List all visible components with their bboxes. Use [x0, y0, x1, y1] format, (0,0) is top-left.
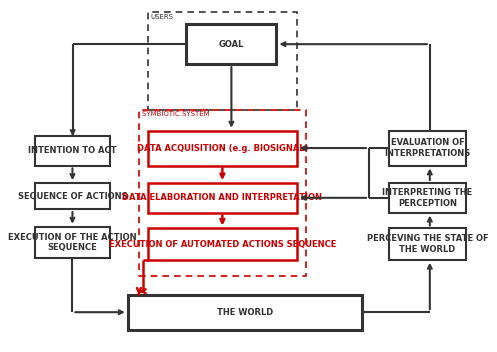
FancyBboxPatch shape — [186, 24, 276, 64]
Text: SEQUENCE OF ACTIONS: SEQUENCE OF ACTIONS — [17, 191, 127, 201]
Text: PERCEVING THE STATE OF
THE WORLD: PERCEVING THE STATE OF THE WORLD — [367, 234, 489, 254]
FancyBboxPatch shape — [148, 228, 297, 260]
Text: GOAL: GOAL — [219, 40, 244, 49]
Text: DATA ACQUISITION (e.g. BIOSIGNAL): DATA ACQUISITION (e.g. BIOSIGNAL) — [137, 144, 308, 152]
FancyBboxPatch shape — [148, 183, 297, 213]
FancyBboxPatch shape — [148, 131, 297, 165]
Text: INTERPRETING THE
PERCEPTION: INTERPRETING THE PERCEPTION — [382, 188, 473, 208]
FancyBboxPatch shape — [389, 131, 466, 165]
Text: USERS: USERS — [151, 14, 173, 20]
Text: EVALUATION OF
INTERPRETATIONS: EVALUATION OF INTERPRETATIONS — [385, 138, 471, 158]
FancyBboxPatch shape — [389, 183, 466, 213]
FancyBboxPatch shape — [35, 136, 110, 165]
FancyBboxPatch shape — [35, 183, 110, 209]
FancyBboxPatch shape — [389, 228, 466, 260]
FancyBboxPatch shape — [128, 295, 362, 330]
Text: EXECUTION OF AUTOMATED ACTIONS SEQUENCE: EXECUTION OF AUTOMATED ACTIONS SEQUENCE — [109, 240, 336, 249]
Text: INTENTION TO ACT: INTENTION TO ACT — [28, 146, 117, 155]
Text: SYMBIOTIC SYSTEM: SYMBIOTIC SYSTEM — [142, 111, 209, 118]
Text: EXECUTION OF THE ACTION
SEQUENCE: EXECUTION OF THE ACTION SEQUENCE — [8, 233, 137, 252]
Text: DATA ELABORATION AND INTERPRETATION: DATA ELABORATION AND INTERPRETATION — [122, 193, 323, 202]
Text: THE WORLD: THE WORLD — [217, 308, 273, 317]
FancyBboxPatch shape — [35, 227, 110, 258]
